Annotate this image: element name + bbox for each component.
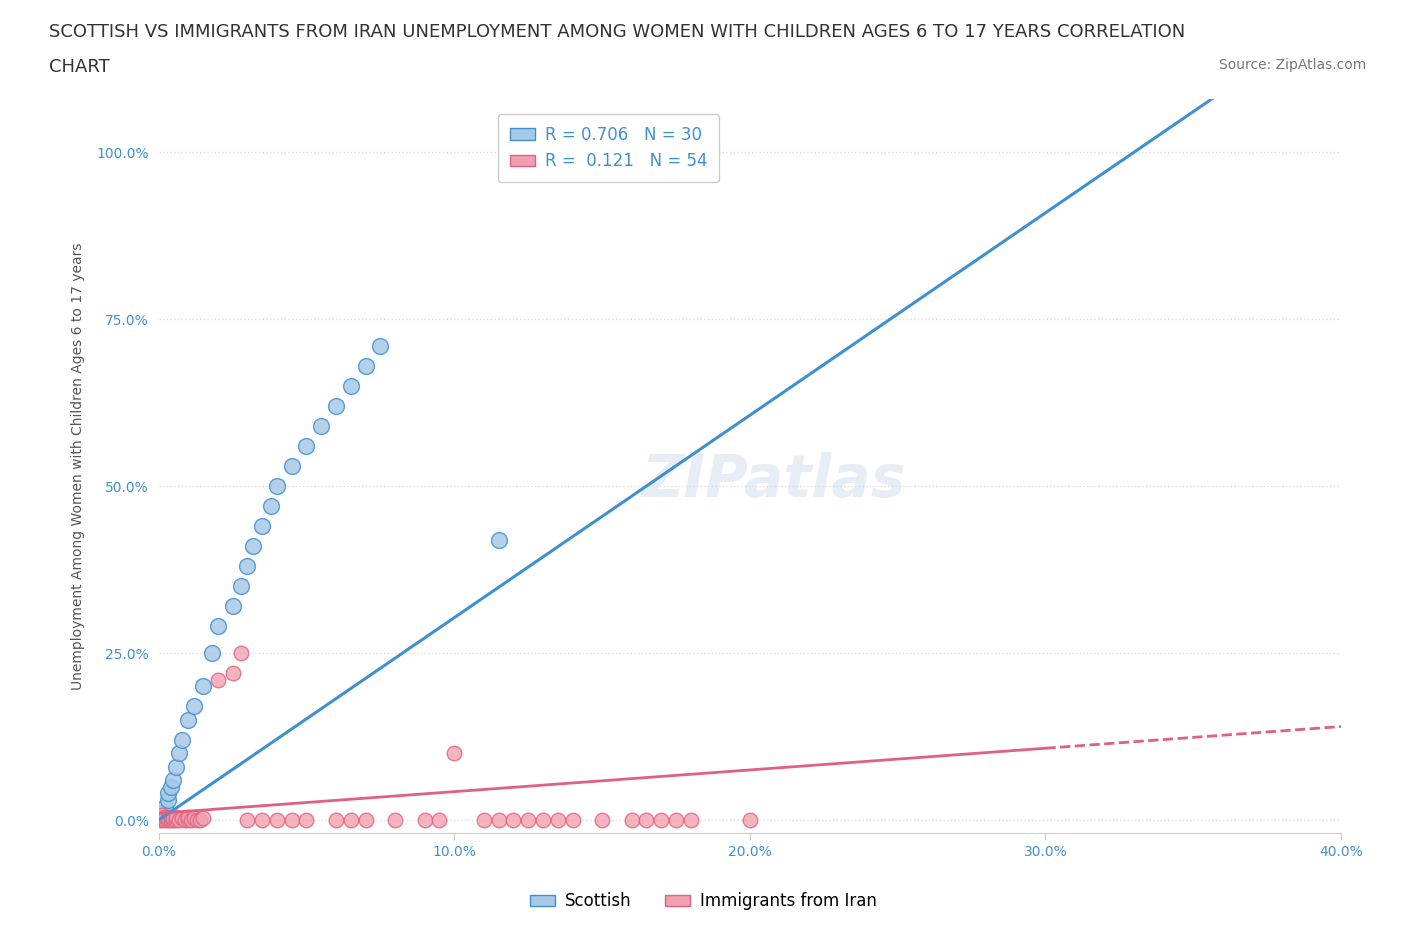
Point xyxy=(354,813,377,828)
Point xyxy=(221,599,243,614)
Point xyxy=(517,813,540,828)
Point xyxy=(183,699,205,714)
Point xyxy=(221,666,243,681)
Point xyxy=(156,811,179,826)
Point xyxy=(295,813,318,828)
Text: CHART: CHART xyxy=(49,58,110,75)
Point xyxy=(162,773,184,788)
Point xyxy=(150,811,173,826)
Point xyxy=(207,618,229,633)
Point xyxy=(159,779,181,794)
Point xyxy=(295,439,318,454)
Point xyxy=(502,813,524,828)
Point xyxy=(191,679,214,694)
Point xyxy=(174,813,197,828)
Point xyxy=(188,813,211,828)
Point xyxy=(561,813,583,828)
Point xyxy=(488,813,510,828)
Point xyxy=(309,418,332,433)
Point xyxy=(384,813,406,828)
Point xyxy=(159,809,181,824)
Point xyxy=(231,645,253,660)
Point xyxy=(153,813,176,828)
Point xyxy=(679,813,702,828)
Point xyxy=(472,813,495,828)
Point xyxy=(443,746,465,761)
Point xyxy=(148,809,170,824)
Point xyxy=(183,811,205,826)
Point xyxy=(340,379,363,393)
Legend: R = 0.706   N = 30, R =  0.121   N = 54: R = 0.706 N = 30, R = 0.121 N = 54 xyxy=(498,114,718,182)
Legend: Scottish, Immigrants from Iran: Scottish, Immigrants from Iran xyxy=(523,885,883,917)
Point xyxy=(172,811,194,826)
Point xyxy=(165,813,187,828)
Point xyxy=(162,813,184,828)
Point xyxy=(165,759,187,774)
Point xyxy=(679,145,702,160)
Point xyxy=(231,578,253,593)
Point xyxy=(177,813,200,828)
Point xyxy=(186,813,208,828)
Point xyxy=(150,813,173,828)
Point xyxy=(236,559,259,574)
Point xyxy=(325,398,347,413)
Point xyxy=(591,813,613,828)
Point xyxy=(413,813,436,828)
Point xyxy=(177,712,200,727)
Point xyxy=(156,786,179,801)
Point xyxy=(165,809,187,824)
Point xyxy=(280,813,302,828)
Point xyxy=(242,538,264,553)
Point xyxy=(201,645,224,660)
Point xyxy=(177,809,200,824)
Point xyxy=(207,672,229,687)
Point xyxy=(169,813,191,828)
Point xyxy=(148,813,170,828)
Point xyxy=(280,458,302,473)
Point xyxy=(738,813,761,828)
Point xyxy=(266,479,288,494)
Point xyxy=(172,733,194,748)
Point xyxy=(169,746,191,761)
Text: Source: ZipAtlas.com: Source: ZipAtlas.com xyxy=(1219,58,1367,72)
Point xyxy=(236,813,259,828)
Point xyxy=(191,811,214,826)
Point xyxy=(153,809,176,824)
Point xyxy=(266,813,288,828)
Point xyxy=(547,813,569,828)
Point xyxy=(340,813,363,828)
Point xyxy=(250,519,273,534)
Text: SCOTTISH VS IMMIGRANTS FROM IRAN UNEMPLOYMENT AMONG WOMEN WITH CHILDREN AGES 6 T: SCOTTISH VS IMMIGRANTS FROM IRAN UNEMPLO… xyxy=(49,23,1185,41)
Point xyxy=(180,813,202,828)
Point xyxy=(354,358,377,373)
Point xyxy=(488,532,510,547)
Point xyxy=(665,813,688,828)
Point xyxy=(531,813,554,828)
Point xyxy=(650,813,672,828)
Point xyxy=(159,813,181,828)
Text: ZIPatlas: ZIPatlas xyxy=(641,452,905,510)
Point xyxy=(260,498,283,513)
Point xyxy=(156,792,179,807)
Point xyxy=(162,811,184,826)
Point xyxy=(636,813,658,828)
Point xyxy=(250,813,273,828)
Point xyxy=(156,813,179,828)
Point xyxy=(325,813,347,828)
Point xyxy=(429,813,451,828)
Point xyxy=(620,813,643,828)
Y-axis label: Unemployment Among Women with Children Ages 6 to 17 years: Unemployment Among Women with Children A… xyxy=(72,243,86,690)
Point xyxy=(153,799,176,814)
Point xyxy=(370,339,392,353)
Point xyxy=(150,806,173,821)
Point xyxy=(150,807,173,822)
